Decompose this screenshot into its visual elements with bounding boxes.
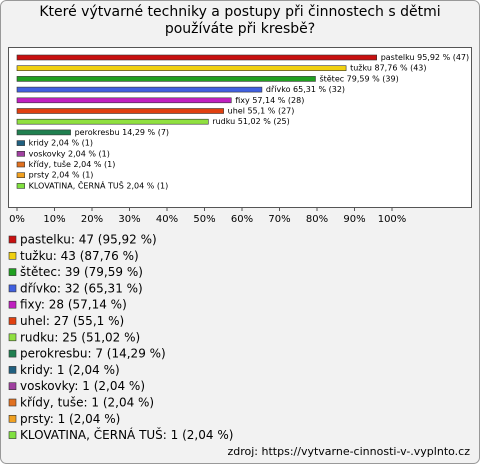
x-tick-label: 100%	[378, 214, 407, 225]
legend-swatch	[8, 431, 17, 439]
value-label: fixy 57,14 % (28)	[235, 96, 304, 105]
value-label: voskovky 2,04 % (1)	[29, 149, 110, 158]
value-label: dřívko 65,31 % (32)	[266, 85, 345, 94]
x-tick-label: 60%	[231, 214, 253, 225]
bar	[16, 151, 25, 157]
source: zdroj: https://vytvarne-cinnosti-v-.vypl…	[227, 445, 470, 458]
bar	[16, 140, 25, 146]
legend-swatch	[8, 268, 17, 276]
value-label: tužku 87,76 % (43)	[350, 64, 426, 73]
bar	[16, 108, 224, 114]
legend-label: rudku: 25 (51,02 %)	[20, 330, 140, 344]
bar	[16, 54, 378, 61]
legend-label: voskovky: 1 (2,04 %)	[20, 379, 145, 393]
legend-swatch	[8, 235, 17, 244]
chart-title: Které výtvarné techniky a postupy při či…	[39, 4, 441, 37]
legend-label: kridy: 1 (2,04 %)	[20, 363, 120, 377]
bar	[16, 129, 71, 136]
legend-swatch	[8, 349, 17, 358]
x-tick-label: 70%	[268, 214, 290, 225]
plot-area	[8, 47, 472, 208]
legend-label: štětec: 39 (79,59 %)	[20, 265, 143, 279]
legend-swatch	[8, 333, 17, 342]
bar	[16, 118, 209, 125]
x-tick-label: 50%	[193, 214, 215, 225]
legend-label: fixy: 28 (57,14 %)	[20, 298, 127, 312]
legend-label: uhel: 27 (55,1 %)	[20, 314, 124, 328]
value-label: rudku 51,02 % (25)	[212, 117, 289, 126]
x-tick-label: 80%	[306, 214, 328, 225]
value-label: perokresbu 14,29 % (7)	[75, 128, 169, 137]
x-tick-label: 10%	[43, 214, 65, 225]
legend-label: pastelku: 47 (95,92 %)	[20, 233, 157, 247]
legend-label: KLOVATINA, ČERNÁ TUŠ: 1 (2,04 %)	[20, 427, 233, 442]
legend-swatch	[8, 300, 17, 309]
legend-swatch	[8, 252, 17, 260]
bar	[16, 97, 232, 104]
legend-label: perokresbu: 7 (14,29 %)	[20, 347, 166, 361]
value-label: křídy, tuše 2,04 % (1)	[29, 159, 116, 169]
legend-swatch	[8, 284, 17, 293]
legend-swatch	[8, 398, 17, 407]
bar	[16, 183, 25, 189]
legend-swatch	[8, 317, 17, 325]
bar	[16, 161, 25, 168]
value-label: prsty 2,04 % (1)	[29, 171, 94, 180]
x-tick-label: 40%	[156, 214, 178, 225]
legend-label: tužku: 43 (87,76 %)	[20, 249, 139, 263]
value-label: uhel 55,1 % (27)	[228, 107, 295, 116]
bar	[16, 86, 263, 93]
x-tick-label: 20%	[81, 214, 103, 225]
legend-swatch	[8, 382, 17, 391]
legend-swatch	[8, 414, 17, 423]
legend-swatch	[8, 366, 17, 374]
value-label: KLOVATINA, ČERNÁ TUŠ 2,04 % (1)	[29, 179, 169, 190]
legend-label: prsty: 1 (2,04 %)	[20, 412, 120, 426]
value-label: kridy 2,04 % (1)	[29, 139, 93, 148]
legend-label: křídy, tuše: 1 (2,04 %)	[20, 396, 154, 410]
bar	[16, 65, 347, 71]
bar	[16, 172, 25, 178]
bar	[16, 76, 316, 82]
value-label: pastelku 95,92 % (47)	[381, 53, 469, 62]
x-tick-label: 90%	[343, 214, 365, 225]
legend-label: dřívko: 32 (65,31 %)	[20, 281, 143, 295]
x-tick-label: 0%	[9, 214, 25, 225]
x-tick-label: 30%	[118, 214, 140, 225]
value-label: štětec 79,59 % (39)	[319, 73, 398, 83]
